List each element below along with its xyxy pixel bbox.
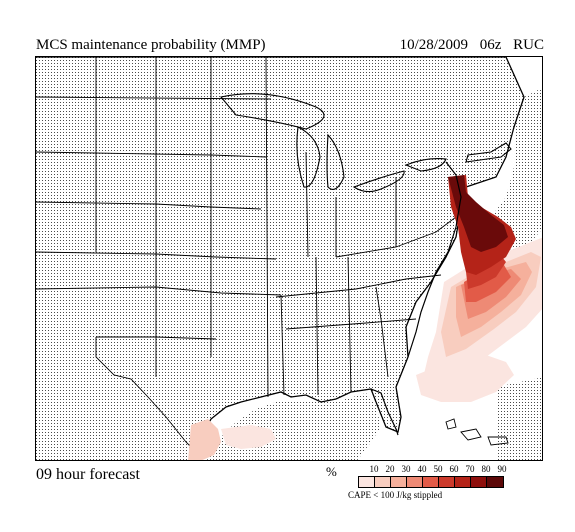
legend-swatch xyxy=(407,477,423,487)
legend-tick-label: 10 xyxy=(369,464,379,474)
legend-tick-label: 20 xyxy=(385,464,395,474)
legend-tick-label: 90 xyxy=(497,464,507,474)
legend-swatch xyxy=(455,477,471,487)
map-title: MCS maintenance probability (MMP) xyxy=(36,37,266,53)
legend-swatch xyxy=(471,477,487,487)
map-canvas xyxy=(36,57,542,460)
map-panel xyxy=(35,56,543,461)
model-label: RUC xyxy=(513,37,544,53)
legend-tick-label: 30 xyxy=(401,464,411,474)
legend-swatch xyxy=(375,477,391,487)
legend-ticks: 10 20 30 40 50 60 70 80 90 xyxy=(358,464,528,476)
state-borders xyxy=(36,57,525,460)
cycle-label: 06z xyxy=(479,37,502,53)
legend-color-bar xyxy=(358,476,504,488)
legend-swatch xyxy=(391,477,407,487)
legend-tick-label: 40 xyxy=(417,464,427,474)
probability-fields xyxy=(188,175,542,460)
stipple-note: CAPE < 100 J/kg stippled xyxy=(348,490,443,500)
legend-tick-label: 70 xyxy=(465,464,475,474)
legend-tick-label: 60 xyxy=(449,464,459,474)
legend-tick-label: 50 xyxy=(433,464,443,474)
long-island xyxy=(465,142,512,163)
forecast-hour-label: 09 hour forecast xyxy=(36,466,140,483)
legend-swatch xyxy=(487,477,503,487)
date-label: 10/28/2009 xyxy=(399,37,468,53)
legend-swatch xyxy=(359,477,375,487)
legend-swatch xyxy=(423,477,439,487)
legend-tick-label: 80 xyxy=(481,464,491,474)
legend-unit: % xyxy=(326,464,337,479)
east-coastline xyxy=(407,161,462,358)
valid-time: 10/28/2009 06z RUC xyxy=(400,37,544,54)
legend-swatch xyxy=(439,477,455,487)
